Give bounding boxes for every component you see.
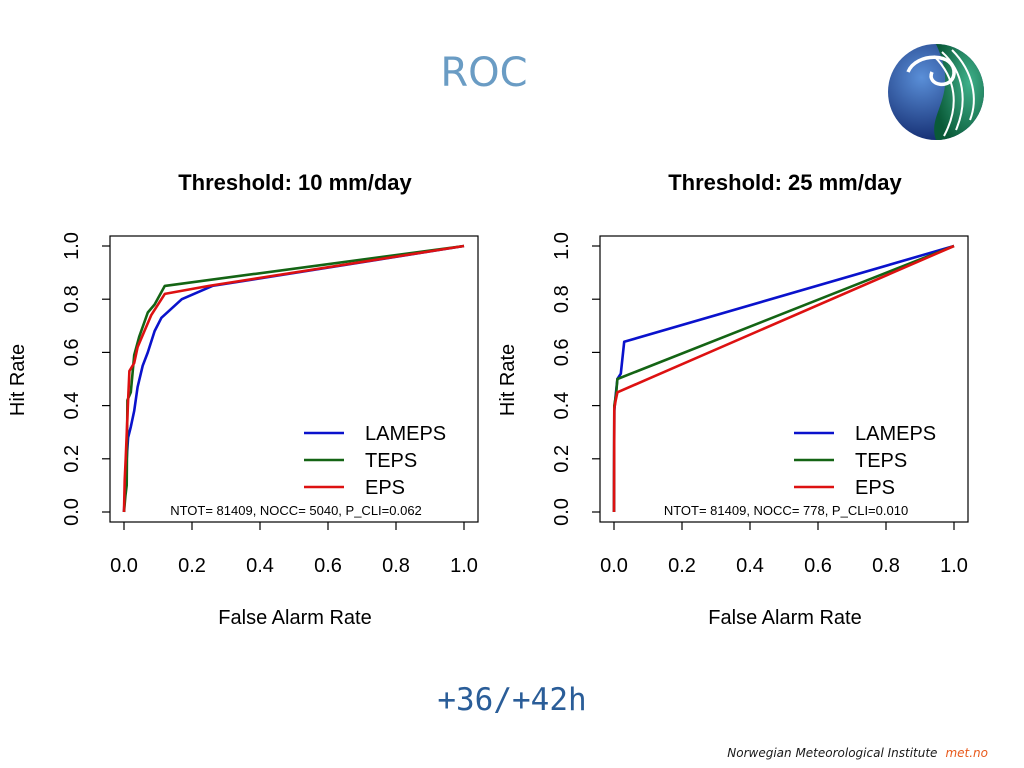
x-tick-label: 0.2 <box>178 555 206 577</box>
y-tick-label: 0.0 <box>61 498 83 526</box>
roc-chart-10mm: Threshold: 10 mm/day 0.0 0.2 0.4 0.6 0.8 1.0 0.… <box>0 160 500 640</box>
y-axis-label: Hit Rate <box>497 344 519 416</box>
roc-chart-svg: Threshold: 25 mm/day 0.0 0.2 0.4 0.6 0.8 1.0 0.… <box>497 170 969 629</box>
roc-chart-svg: Threshold: 10 mm/day 0.0 0.2 0.4 0.6 0.8 1.0 0.… <box>7 170 479 629</box>
x-tick-label: 0.0 <box>600 555 628 577</box>
y-tick-label: 0.8 <box>61 285 83 313</box>
footer-brand: met.no <box>945 746 988 760</box>
met-logo-icon <box>888 44 984 140</box>
y-tick-label: 0.4 <box>61 392 83 420</box>
footer-org: Norwegian Meteorological Institute <box>727 746 938 760</box>
x-tick-label: 0.2 <box>668 555 696 577</box>
y-tick-label: 0.2 <box>551 445 573 473</box>
legend-label-eps: EPS <box>855 477 895 499</box>
roc-chart-25mm: Threshold: 25 mm/day 0.0 0.2 0.4 0.6 0.8 1.0 0.… <box>490 160 990 640</box>
legend-label-lameps: LAMEPS <box>855 423 936 445</box>
plot-frame <box>599 235 969 523</box>
series-line-teps <box>612 244 955 513</box>
y-tick-label: 1.0 <box>551 232 573 260</box>
x-tick-label: 0.6 <box>314 555 342 577</box>
series-line-eps <box>612 244 955 513</box>
y-axis-label: Hit Rate <box>7 344 29 416</box>
x-axis-label: False Alarm Rate <box>708 607 861 629</box>
series-line-eps <box>122 244 465 513</box>
plot-frame <box>109 235 479 523</box>
series-line-lameps <box>122 244 465 513</box>
legend-label-lameps: LAMEPS <box>365 423 446 445</box>
y-tick-label: 0.4 <box>551 392 573 420</box>
footer: Norwegian Meteorological Institute met.no <box>727 746 988 760</box>
x-tick-label: 0.8 <box>382 555 410 577</box>
x-tick-label: 0.0 <box>110 555 138 577</box>
series-line-teps <box>122 244 465 513</box>
x-tick-label: 0.6 <box>804 555 832 577</box>
legend-label-teps: TEPS <box>855 450 907 472</box>
y-tick-label: 0.6 <box>551 338 573 366</box>
chart-title: Threshold: 25 mm/day <box>668 170 902 195</box>
legend-label-eps: EPS <box>365 477 405 499</box>
x-tick-label: 0.4 <box>246 555 274 577</box>
stats-annotation: NTOT= 81409, NOCC= 5040, P_CLI=0.062 <box>170 503 422 518</box>
stats-annotation: NTOT= 81409, NOCC= 778, P_CLI=0.010 <box>664 503 908 518</box>
lead-time-label: +36/+42h <box>437 682 587 718</box>
slide-title: ROC <box>440 50 528 96</box>
x-tick-label: 1.0 <box>450 555 478 577</box>
legend-label-teps: TEPS <box>365 450 417 472</box>
y-tick-label: 0.0 <box>551 498 573 526</box>
x-tick-label: 1.0 <box>940 555 968 577</box>
y-tick-label: 0.8 <box>551 285 573 313</box>
x-tick-label: 0.4 <box>736 555 764 577</box>
y-tick-label: 0.6 <box>61 338 83 366</box>
y-tick-label: 1.0 <box>61 232 83 260</box>
y-tick-label: 0.2 <box>61 445 83 473</box>
x-axis-label: False Alarm Rate <box>218 607 371 629</box>
x-tick-label: 0.8 <box>872 555 900 577</box>
chart-title: Threshold: 10 mm/day <box>178 170 412 195</box>
series-line-lameps <box>612 244 955 513</box>
